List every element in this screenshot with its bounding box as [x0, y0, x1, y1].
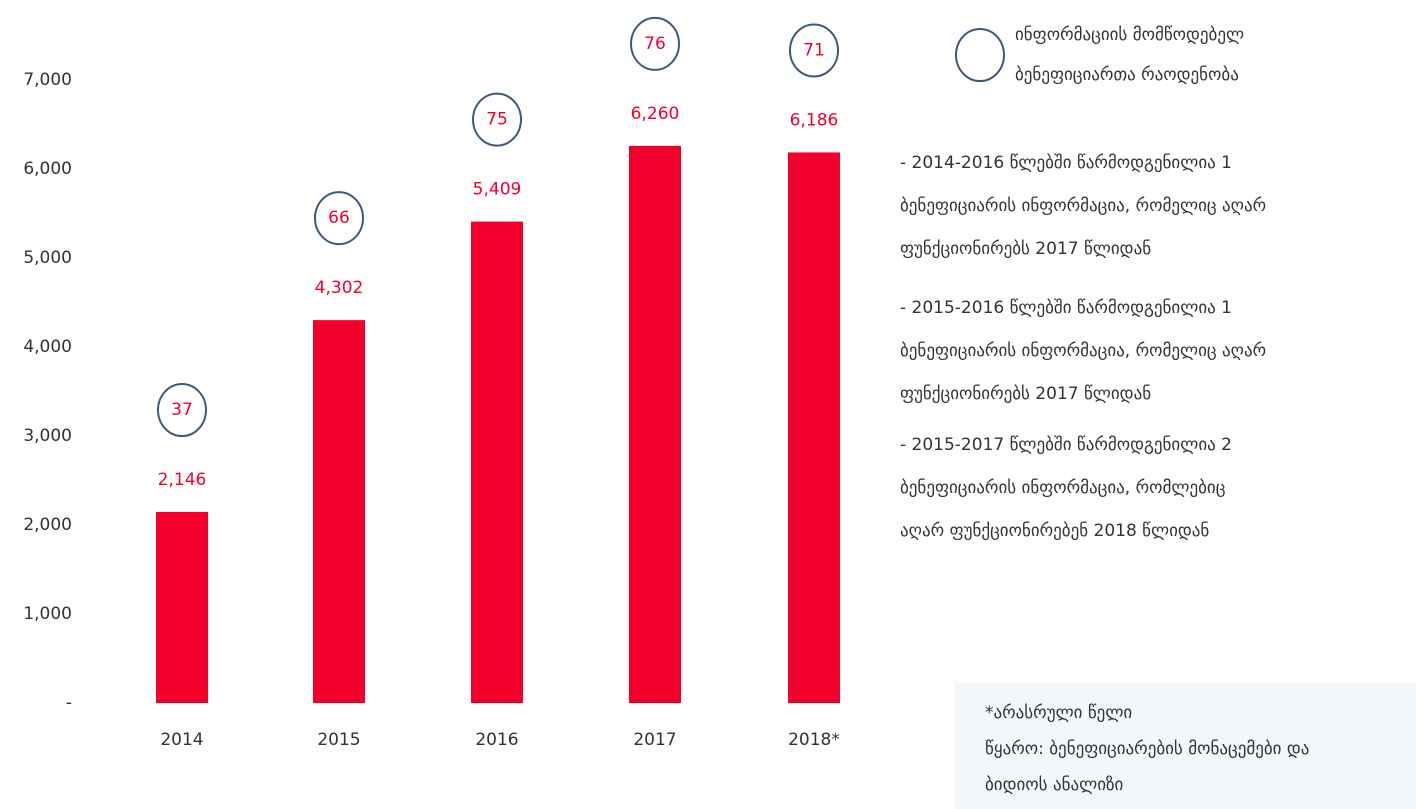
count-circle [789, 23, 839, 78]
note-text: ბენეფიციარის ინფორმაცია, რომლებიც [900, 478, 1225, 498]
note-text: აღარ ფუნქციონირებენ 2018 წლიდან [900, 521, 1209, 541]
y-tick-label: - [66, 693, 72, 713]
value-label: 6,186 [790, 110, 839, 130]
count-circle [630, 16, 680, 71]
x-tick-label: 2016 [475, 730, 518, 750]
x-tick-label: 2015 [317, 730, 360, 750]
count-label: 76 [644, 34, 666, 54]
value-label: 5,409 [473, 180, 522, 200]
footnote-text: *არასრული წელი [985, 703, 1132, 723]
legend-text: ბენეფიციართა რაოდენობა [1015, 65, 1239, 85]
legend-circle [955, 28, 1005, 82]
count-circle [157, 383, 207, 438]
count-circle [314, 191, 364, 246]
count-label: 66 [328, 208, 350, 228]
value-label: 2,146 [158, 470, 207, 490]
note-text: - 2015-2017 წლებში წარმოდგენილია 2 [900, 435, 1232, 455]
x-tick-label: 2017 [633, 730, 676, 750]
note-text: - 2015-2016 წლებში წარმოდგენილია 1 [900, 298, 1232, 318]
bar [471, 221, 523, 703]
footnote-box [955, 683, 1416, 809]
y-tick-label: 1,000 [23, 604, 72, 624]
count-circle [472, 92, 522, 147]
y-tick-label: 5,000 [23, 248, 72, 268]
note-text: ფუნქციონირებს 2017 წლიდან [900, 239, 1151, 259]
value-label: 4,302 [315, 278, 364, 298]
note-text: ბენეფიციარის ინფორმაცია, რომელიც აღარ [900, 341, 1266, 361]
value-label: 6,260 [631, 104, 680, 124]
footnote-text: წყარო: ბენეფიციარების მონაცემები და [985, 739, 1309, 759]
y-tick-label: 4,000 [23, 337, 72, 357]
x-tick-label: 2018* [788, 730, 840, 750]
y-tick-label: 6,000 [23, 159, 72, 179]
bar [629, 145, 681, 704]
y-tick-label: 3,000 [23, 426, 72, 446]
note-text: ფუნქციონირებს 2017 წლიდან [900, 384, 1151, 404]
count-label: 71 [803, 40, 825, 60]
count-label: 75 [486, 110, 508, 130]
legend-text: ინფორმაციის მომწოდებელ [1015, 25, 1244, 45]
x-tick-label: 2014 [160, 730, 203, 750]
note-text: - 2014-2016 წლებში წარმოდგენილია 1 [900, 153, 1232, 173]
footnote-text: ბიდიოს ანალიზი [985, 775, 1123, 795]
y-tick-label: 7,000 [23, 70, 72, 90]
bar [788, 152, 840, 704]
count-label: 37 [171, 400, 193, 420]
note-text: ბენეფიციარის ინფორმაცია, რომელიც აღარ [900, 196, 1266, 216]
bar [156, 512, 208, 703]
y-tick-label: 2,000 [23, 515, 72, 535]
bar [313, 320, 365, 703]
